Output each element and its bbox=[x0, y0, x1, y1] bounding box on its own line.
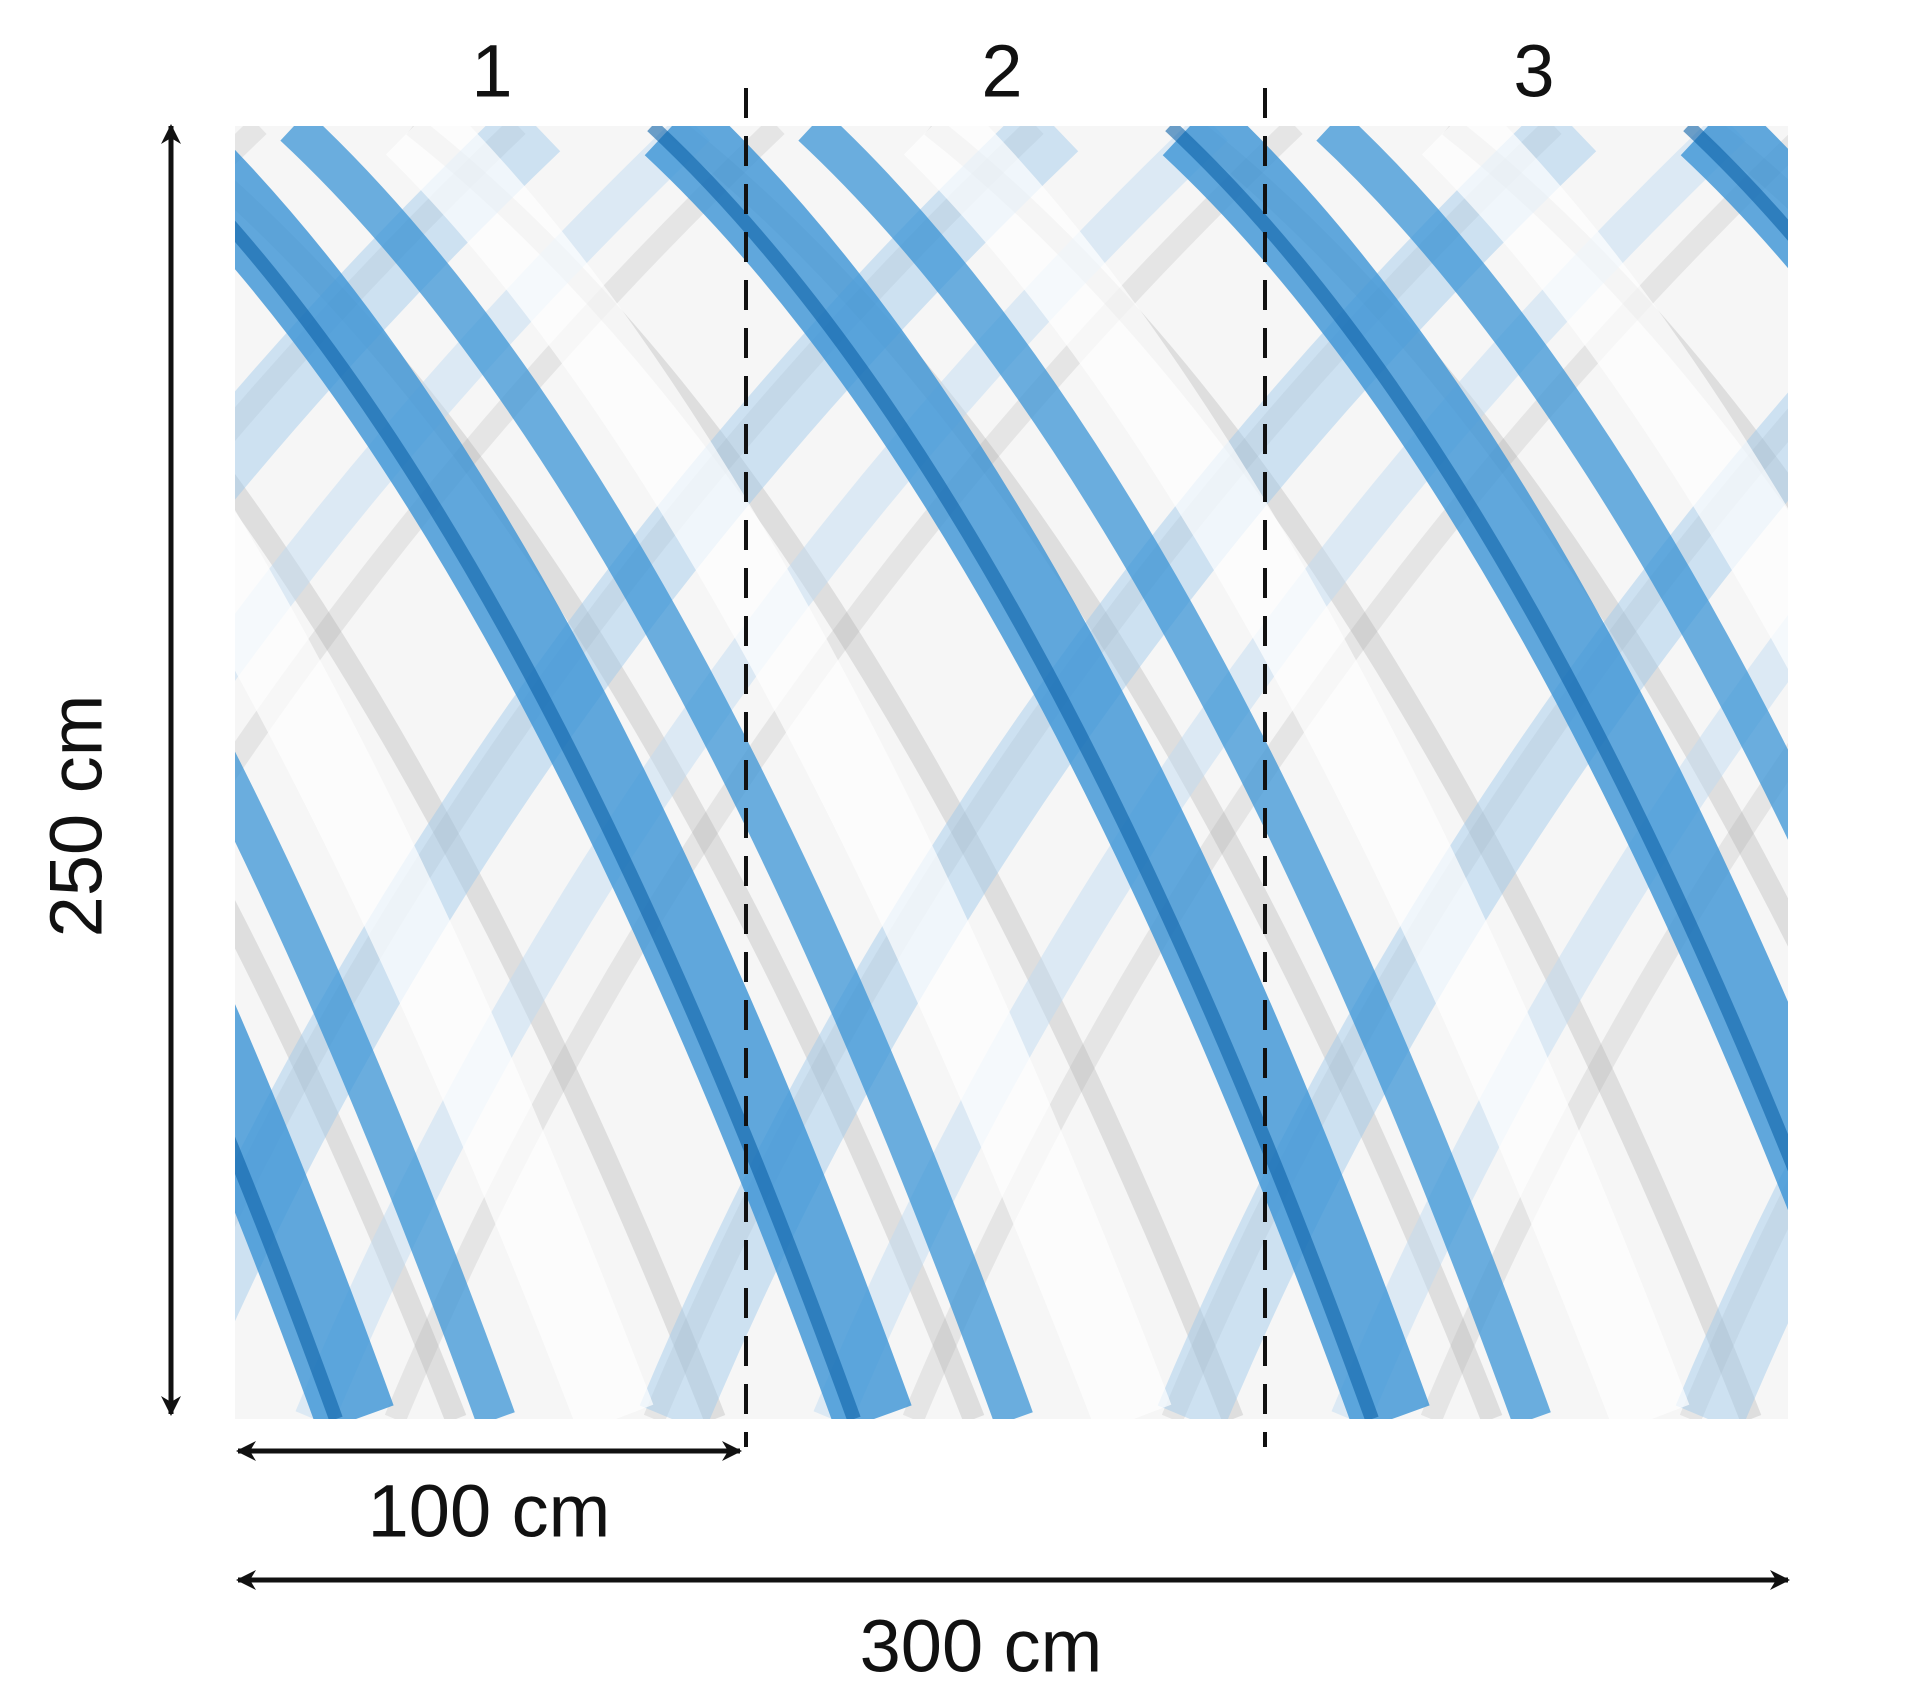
pattern-band bbox=[1162, 126, 1788, 1211]
pattern-band bbox=[1165, 126, 1788, 1172]
total-width-label: 300 cm bbox=[860, 1605, 1103, 1688]
pattern-band bbox=[1316, 126, 1788, 840]
panel-number: 2 bbox=[981, 30, 1022, 113]
panel-number: 3 bbox=[1513, 30, 1554, 113]
panel-width-label: 100 cm bbox=[368, 1470, 611, 1553]
pattern-band bbox=[235, 149, 912, 1419]
pattern-band bbox=[235, 509, 654, 1419]
pattern-band bbox=[385, 126, 1172, 1419]
pattern-band bbox=[235, 474, 726, 1419]
pattern-band bbox=[1421, 126, 1788, 670]
pattern-band bbox=[1868, 126, 1920, 1419]
pattern-band bbox=[903, 126, 1690, 1419]
pattern-band bbox=[1848, 126, 1920, 1419]
pattern-band bbox=[235, 220, 861, 1419]
pattern-band bbox=[235, 1004, 394, 1419]
pattern-band bbox=[235, 900, 467, 1419]
height-label: 250 cm bbox=[35, 695, 118, 938]
wallpaper-pattern bbox=[0, 126, 1920, 1419]
pattern-band bbox=[0, 126, 18, 1419]
seam-lines bbox=[744, 88, 1267, 1447]
pattern-band bbox=[235, 751, 515, 1419]
pattern-band bbox=[280, 126, 1033, 1419]
pattern-band bbox=[644, 126, 1430, 1419]
pattern-band bbox=[647, 126, 1379, 1419]
panel-number: 1 bbox=[471, 30, 512, 113]
pattern-band bbox=[798, 126, 1551, 1419]
